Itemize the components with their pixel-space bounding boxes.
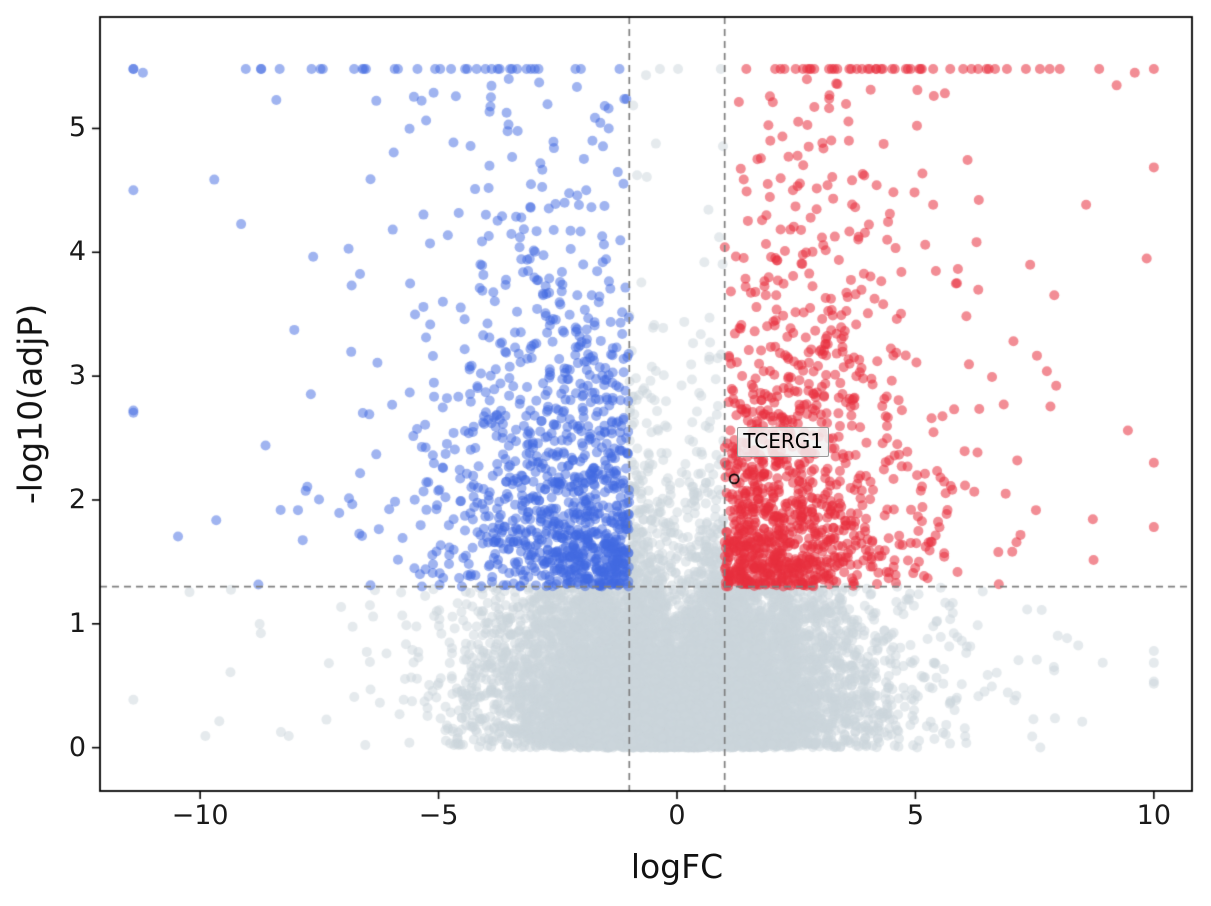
y-tick-label: 3 [68, 360, 86, 392]
x-axis-label: logFC [630, 847, 724, 886]
y-tick-label: 5 [68, 112, 86, 144]
y-tick-labels: 0 1 2 3 4 5 [0, 0, 86, 906]
annotation-label-tcerg1: TCERG1 [737, 426, 829, 457]
x-tick-label: −10 [171, 800, 229, 831]
x-tick-label: 10 [1136, 800, 1172, 831]
x-tick-label: 5 [906, 800, 925, 831]
x-tick-label: 0 [668, 800, 686, 831]
x-tick-labels: −10 −5 0 5 10 [0, 800, 1211, 840]
y-tick-label: 1 [68, 607, 86, 639]
x-tick-label: −5 [418, 800, 459, 831]
y-tick-label: 4 [68, 236, 86, 268]
y-tick-label: 0 [68, 731, 86, 763]
y-tick-label: 2 [68, 483, 86, 515]
